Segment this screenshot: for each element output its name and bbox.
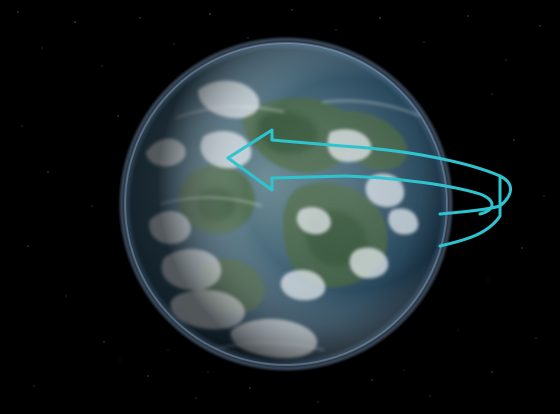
planet (118, 36, 454, 372)
rotation-arrow (226, 128, 512, 248)
